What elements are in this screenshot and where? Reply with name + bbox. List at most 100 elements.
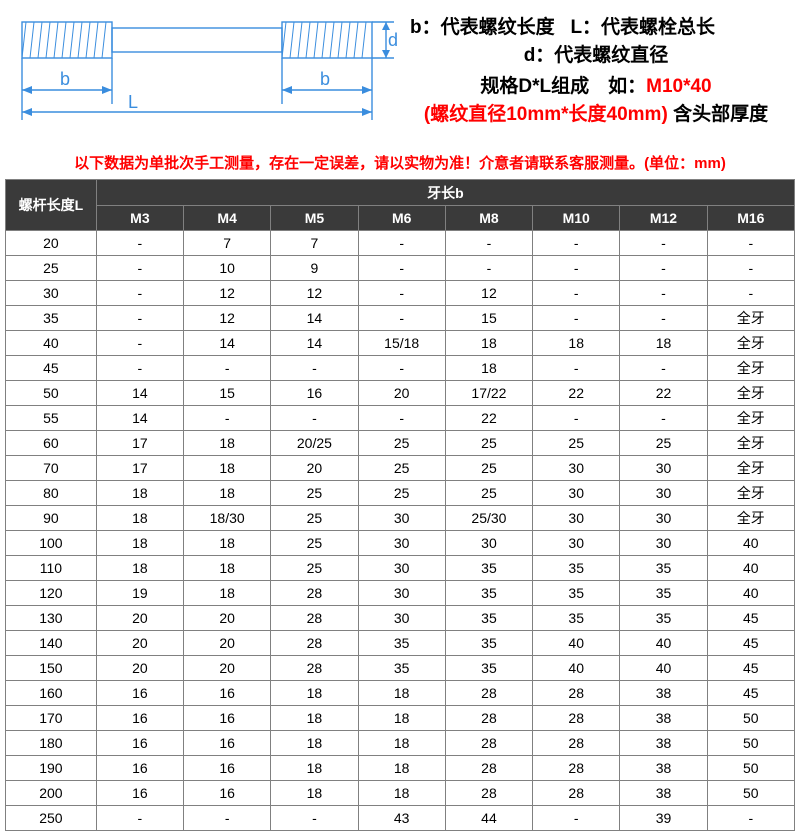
bolt-diagram: b b L d [8, 8, 398, 138]
cell: 43 [358, 806, 445, 831]
cell: 28 [533, 781, 620, 806]
cell: 30 [358, 606, 445, 631]
cell: 30 [620, 531, 707, 556]
cell: 18 [184, 481, 271, 506]
cell: 16 [96, 731, 183, 756]
table-row: 250---4344-39- [6, 806, 795, 831]
cell: 35 [533, 556, 620, 581]
cell: - [358, 406, 445, 431]
cell: - [620, 406, 707, 431]
warning-text: 以下数据为单批次手工测量，存在一定误差，请以实物为准！介意者请联系客服测量。(单… [0, 150, 800, 179]
cell: 16 [184, 706, 271, 731]
row-header-label: 螺杆长度L [6, 180, 97, 231]
cell: 20/25 [271, 431, 358, 456]
cell: 18/30 [184, 506, 271, 531]
cell: 20 [271, 456, 358, 481]
row-L: 150 [6, 656, 97, 681]
table-row: 35-1214-15--全牙 [6, 306, 795, 331]
cell: - [358, 306, 445, 331]
cell: 25 [445, 431, 532, 456]
cell: 38 [620, 706, 707, 731]
cell: 14 [271, 331, 358, 356]
cell: 25 [445, 481, 532, 506]
cell: 28 [445, 731, 532, 756]
cell: 25 [271, 506, 358, 531]
row-L: 120 [6, 581, 97, 606]
cell: - [620, 306, 707, 331]
row-L: 25 [6, 256, 97, 281]
cell: - [533, 406, 620, 431]
cell: 40 [533, 631, 620, 656]
cell: 16 [96, 681, 183, 706]
cell: 40 [620, 656, 707, 681]
cell: - [96, 806, 183, 831]
cell: 18 [358, 756, 445, 781]
cell: - [96, 281, 183, 306]
cell: 15 [184, 381, 271, 406]
cell: - [271, 806, 358, 831]
cell: 50 [707, 781, 794, 806]
column-header: M16 [707, 206, 794, 231]
cell: 20 [96, 656, 183, 681]
cell: 16 [184, 731, 271, 756]
table-row: 20-77----- [6, 231, 795, 256]
cell: 18 [358, 731, 445, 756]
column-header: M5 [271, 206, 358, 231]
cell: - [184, 806, 271, 831]
header-area: b b L d b：代表螺纹长度 L：代表螺栓总长 d：代表螺纹直径 规格D*L… [0, 0, 800, 150]
cell: 16 [96, 706, 183, 731]
cell: - [96, 356, 183, 381]
cell: 35 [620, 606, 707, 631]
cell: - [271, 356, 358, 381]
table-row: 1201918283035353540 [6, 581, 795, 606]
row-L: 60 [6, 431, 97, 456]
cell: 18 [184, 431, 271, 456]
cell: 25 [271, 481, 358, 506]
cell: 30 [358, 556, 445, 581]
legend-spec-prefix: 规格 [480, 76, 518, 97]
table-head: 螺杆长度L 牙长b M3M4M5M6M8M10M12M16 [6, 180, 795, 231]
row-L: 45 [6, 356, 97, 381]
cell: 28 [445, 756, 532, 781]
legend-d: d：代表螺纹直径 [524, 45, 669, 66]
cell: 20 [184, 631, 271, 656]
row-L: 80 [6, 481, 97, 506]
cell: 18 [96, 531, 183, 556]
cell: 25 [271, 531, 358, 556]
column-header: M12 [620, 206, 707, 231]
cell: 40 [533, 656, 620, 681]
table-row: 1302020283035353545 [6, 606, 795, 631]
cell: 30 [358, 506, 445, 531]
cell: 25 [620, 431, 707, 456]
cell: 35 [358, 656, 445, 681]
cell: 18 [533, 331, 620, 356]
cell: 12 [184, 306, 271, 331]
cell: 18 [358, 781, 445, 806]
cell: - [271, 406, 358, 431]
cell: - [96, 306, 183, 331]
cell: 50 [707, 731, 794, 756]
cell: 全牙 [707, 356, 794, 381]
cell: 50 [707, 706, 794, 731]
cell: 18 [184, 556, 271, 581]
column-header: M10 [533, 206, 620, 231]
table-row: 901818/30253025/303030全牙 [6, 506, 795, 531]
cell: 20 [184, 606, 271, 631]
table-row: 40-141415/18181818全牙 [6, 331, 795, 356]
cell: 28 [533, 706, 620, 731]
table-row: 45----18--全牙 [6, 356, 795, 381]
cell: - [533, 281, 620, 306]
cell: 45 [707, 631, 794, 656]
cell: 35 [445, 581, 532, 606]
diagram-label-d: d [388, 30, 398, 50]
column-header: M6 [358, 206, 445, 231]
cell: 全牙 [707, 506, 794, 531]
cell: 12 [271, 281, 358, 306]
column-header: M8 [445, 206, 532, 231]
cell: 25/30 [445, 506, 532, 531]
table-row: 1901616181828283850 [6, 756, 795, 781]
cell: 17 [96, 456, 183, 481]
cell: 20 [96, 606, 183, 631]
cell: 28 [445, 681, 532, 706]
cell: 18 [96, 556, 183, 581]
